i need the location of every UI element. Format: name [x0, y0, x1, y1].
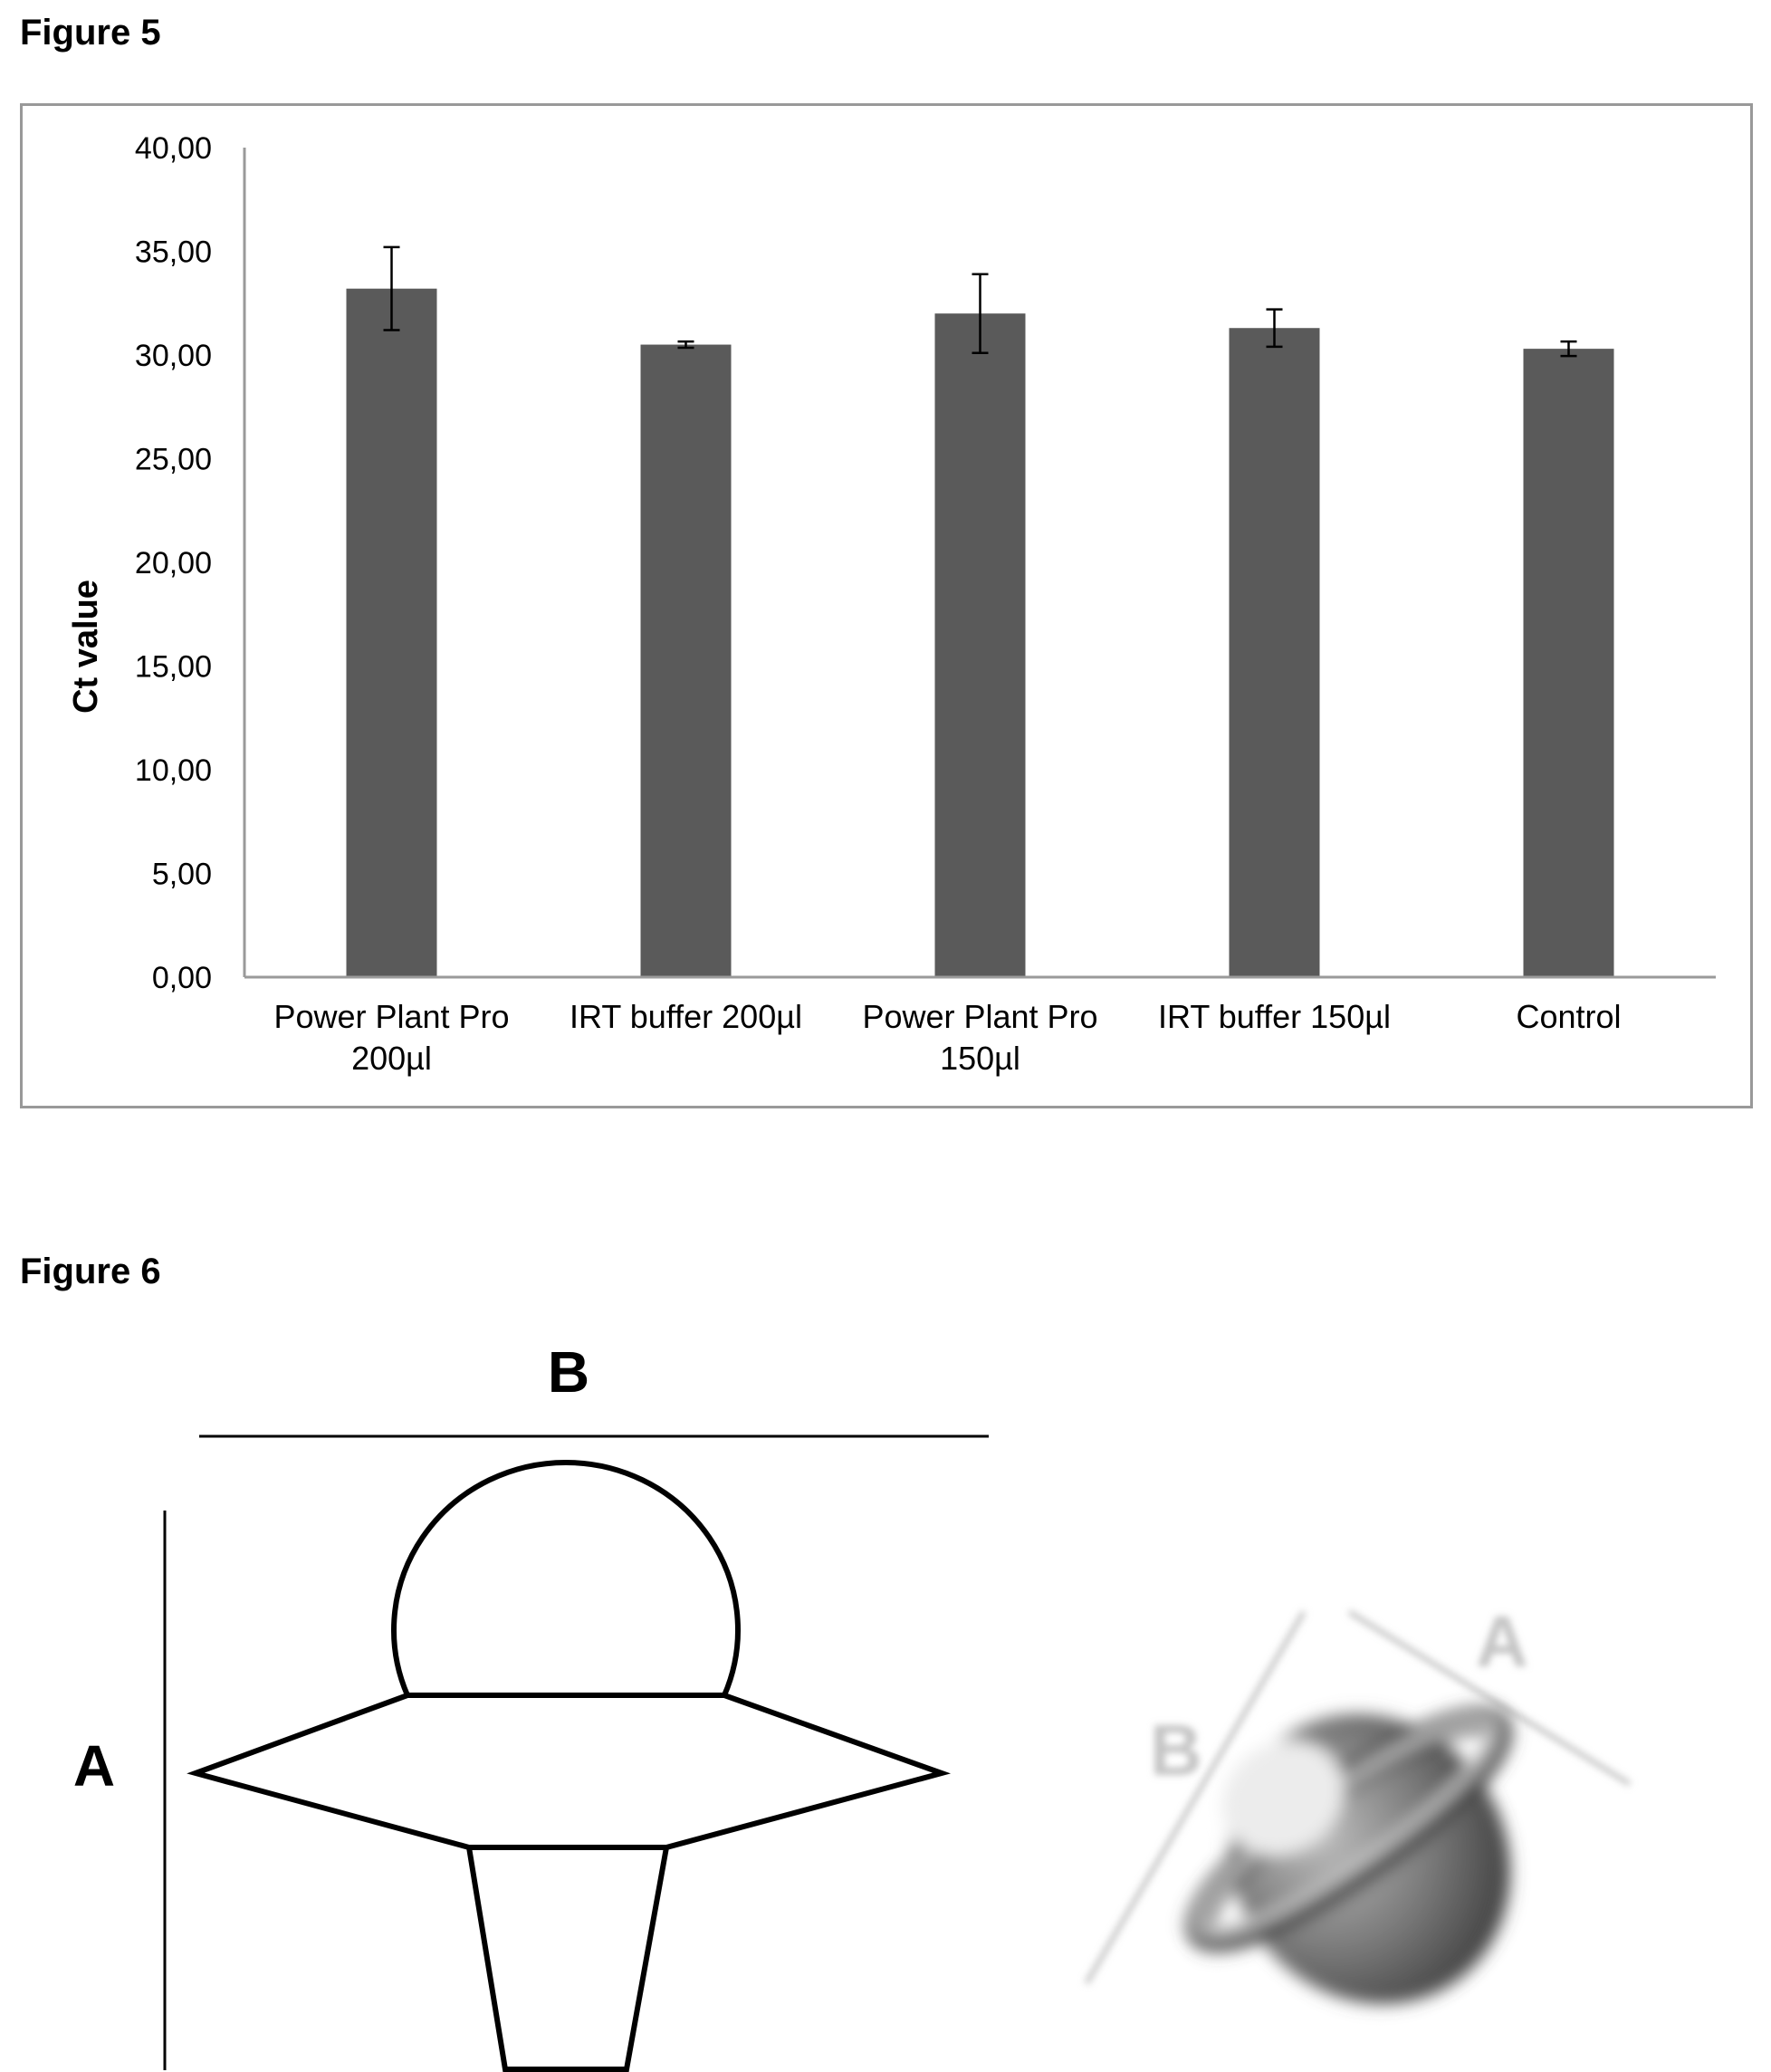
tube-cap-diagram: B A — [73, 1339, 989, 2072]
bars — [346, 288, 1614, 978]
bar — [640, 344, 732, 977]
x-category-label: Control — [1516, 998, 1621, 1035]
y-axis-ticks: 0,00 5,00 10,00 15,00 20,00 25,00 30,00 35,00 40… — [135, 131, 212, 995]
photo-dimension-a-line — [1347, 1609, 1632, 1787]
x-axis-category-labels: Power Plant Pro 200µl IRT buffer 200µl Powe… — [273, 998, 1621, 1077]
y-tick-label: 10,00 — [135, 753, 212, 788]
photo-cap-dome-highlight — [1222, 1741, 1344, 1856]
bar — [1523, 349, 1614, 977]
dimension-a-label: A — [73, 1733, 115, 1799]
cap-dome — [391, 1459, 741, 1697]
error-bar — [1560, 340, 1577, 358]
y-tick-label: 40,00 — [135, 131, 212, 166]
chart-frame: 0,00 5,00 10,00 15,00 20,00 25,00 30,00 35,00 40… — [20, 103, 1753, 1108]
photo-dimension-a-label: A — [1476, 1601, 1528, 1682]
x-category-label: IRT buffer 200µl — [570, 998, 802, 1035]
x-category-label: Power Plant Pro — [273, 998, 509, 1035]
x-category-label: 150µl — [940, 1040, 1020, 1077]
bar — [934, 313, 1026, 977]
y-tick-label: 5,00 — [152, 858, 212, 892]
bar — [346, 288, 437, 978]
cap-flange — [187, 1693, 952, 1850]
error-bars — [383, 245, 1577, 358]
bar — [1229, 328, 1320, 977]
y-tick-label: 0,00 — [152, 961, 212, 995]
photo-dimension-b-line — [1084, 1610, 1307, 1985]
y-tick-label: 25,00 — [135, 443, 212, 477]
bar-chart: 0,00 5,00 10,00 15,00 20,00 25,00 30,00 35,00 40… — [67, 131, 1716, 1077]
photo-dimension-b-label: B — [1150, 1710, 1202, 1790]
error-bar — [677, 340, 694, 350]
cap-plug — [465, 1845, 670, 2072]
error-bar — [1266, 308, 1283, 349]
x-category-label: IRT buffer 150µl — [1158, 998, 1391, 1035]
error-bar — [383, 245, 400, 331]
y-tick-label: 15,00 — [135, 650, 212, 685]
tube-cap-photo: B A — [1084, 1601, 1632, 2004]
y-axis-label: Ct value — [67, 580, 105, 714]
x-category-label: 200µl — [351, 1040, 432, 1077]
dimension-b-label: B — [548, 1339, 589, 1405]
y-tick-label: 20,00 — [135, 546, 212, 580]
figure-6-title: Figure 6 — [20, 1252, 161, 1291]
x-category-label: Power Plant Pro — [862, 998, 1097, 1035]
error-bar — [972, 273, 989, 354]
y-tick-label: 35,00 — [135, 235, 212, 270]
y-tick-label: 30,00 — [135, 339, 212, 373]
figure-5-title: Figure 5 — [20, 13, 161, 53]
